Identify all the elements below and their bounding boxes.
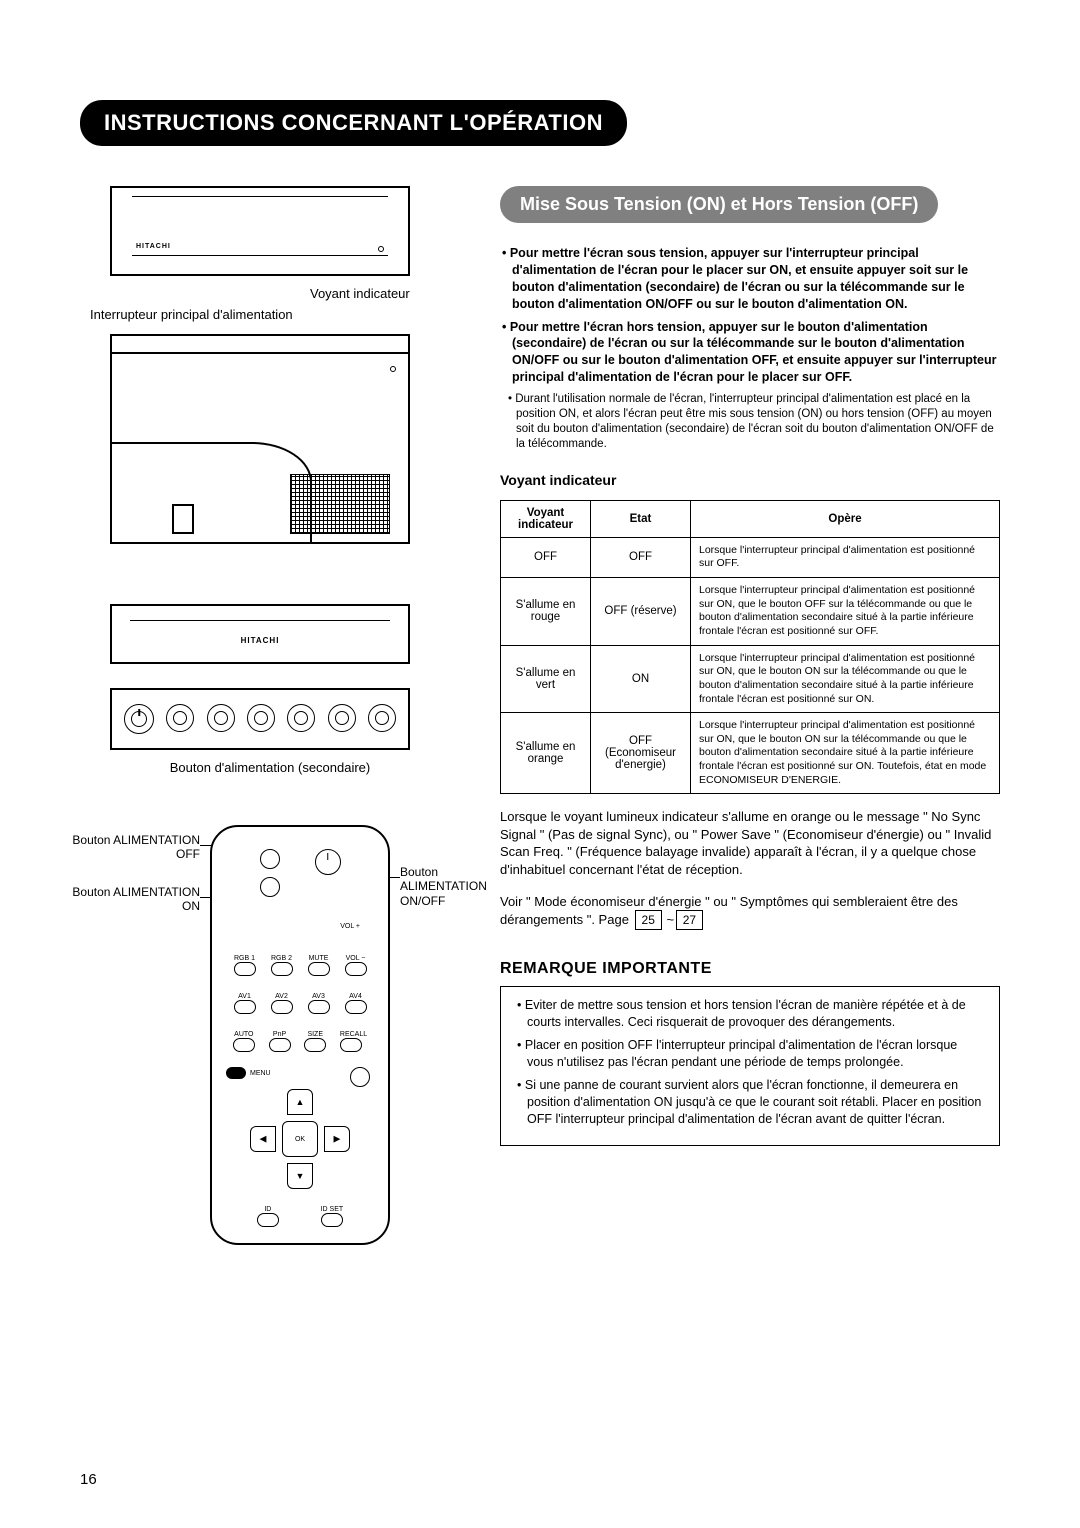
bullet-2: • Pour mettre l'écran hors tension, appu… xyxy=(500,319,1000,387)
ok-label: OK xyxy=(282,1121,318,1157)
page-ref-a: 25 xyxy=(635,910,662,930)
left-column: HITACHI Voyant indicateur Interrupteur p… xyxy=(80,186,460,1265)
remote-diagram: Bouton ALIMENTATION OFF Bouton ALIMENTAT… xyxy=(80,825,460,1265)
table-row: S'allume en vert ON Lorsque l'interrupte… xyxy=(501,645,1000,713)
vol-plus-label: VOL + xyxy=(340,923,360,930)
indicator-table: Voyant indicateur Etat Opère OFF OFF Lor… xyxy=(500,500,1000,795)
av3-label: AV3 xyxy=(308,993,330,1000)
vol-minus-label: VOL − xyxy=(345,955,367,962)
av1-label: AV1 xyxy=(234,993,256,1000)
size-label: SIZE xyxy=(304,1031,326,1038)
remark-item: Eviter de mettre sous tension et hors te… xyxy=(515,997,985,1031)
front-panel-diagram-small: HITACHI xyxy=(110,604,410,664)
recall-label: RECALL xyxy=(340,1031,367,1038)
para2-prefix: Voir " Mode économiseur d'énergie " ou "… xyxy=(500,894,958,928)
button-row-diagram xyxy=(110,688,410,750)
th-voyant: Voyant indicateur xyxy=(501,500,591,537)
table-row: OFF OFF Lorsque l'interrupteur principal… xyxy=(501,537,1000,577)
table-title: Voyant indicateur xyxy=(500,472,1000,488)
right-column: Mise Sous Tension (ON) et Hors Tension (… xyxy=(500,186,1000,1265)
av2-label: AV2 xyxy=(271,993,293,1000)
remark-item: Placer en position OFF l'interrupteur pr… xyxy=(515,1037,985,1071)
mute-label: MUTE xyxy=(308,955,330,962)
rgb2-label: RGB 2 xyxy=(271,955,293,962)
page-title: INSTRUCTIONS CONCERNANT L'OPÉRATION xyxy=(80,100,627,146)
table-row: S'allume en orange OFF (Economiseur d'en… xyxy=(501,713,1000,794)
corner-detail-diagram xyxy=(110,334,410,544)
callout-on: Bouton ALIMENTATION ON xyxy=(70,885,200,914)
front-panel-diagram: HITACHI Voyant indicateur Interrupteur p… xyxy=(80,186,460,544)
callout-off: Bouton ALIMENTATION OFF xyxy=(70,833,200,862)
menu-label: MENU xyxy=(250,1070,271,1077)
pnp-label: PnP xyxy=(269,1031,291,1038)
secondary-button-caption: Bouton d'alimentation (secondaire) xyxy=(80,760,460,775)
remark-item: Si une panne de courant survient alors q… xyxy=(515,1077,985,1128)
power-icon xyxy=(327,853,329,860)
remark-title: REMARQUE IMPORTANTE xyxy=(500,960,1000,978)
table-row: S'allume en rouge OFF (réserve) Lorsque … xyxy=(501,578,1000,646)
idset-label: ID SET xyxy=(321,1206,344,1213)
bullet-sub: • Durant l'utilisation normale de l'écra… xyxy=(500,392,1000,452)
callout-onoff: Bouton ALIMENTATION ON/OFF xyxy=(400,865,520,908)
interrupteur-caption: Interrupteur principal d'alimentation xyxy=(90,307,460,322)
note-paragraph-2: Voir " Mode économiseur d'énergie " ou "… xyxy=(500,893,1000,931)
th-opere: Opère xyxy=(691,500,1000,537)
page-number: 16 xyxy=(80,1471,97,1488)
id-label: ID xyxy=(257,1206,279,1213)
note-paragraph-1: Lorsque le voyant lumineux indicateur s'… xyxy=(500,808,1000,878)
remark-box: Eviter de mettre sous tension et hors te… xyxy=(500,986,1000,1146)
brand-text: HITACHI xyxy=(136,243,171,250)
intro-bullets: • Pour mettre l'écran sous tension, appu… xyxy=(500,245,1000,452)
rgb1-label: RGB 1 xyxy=(234,955,256,962)
brand-text-small: HITACHI xyxy=(241,636,280,645)
voyant-caption: Voyant indicateur xyxy=(310,286,460,301)
section-subhead: Mise Sous Tension (ON) et Hors Tension (… xyxy=(500,186,938,223)
page-ref-b: 27 xyxy=(676,910,703,930)
av4-label: AV4 xyxy=(345,993,367,1000)
auto-label: AUTO xyxy=(233,1031,255,1038)
bullet-1: • Pour mettre l'écran sous tension, appu… xyxy=(500,245,1000,313)
th-etat: Etat xyxy=(591,500,691,537)
